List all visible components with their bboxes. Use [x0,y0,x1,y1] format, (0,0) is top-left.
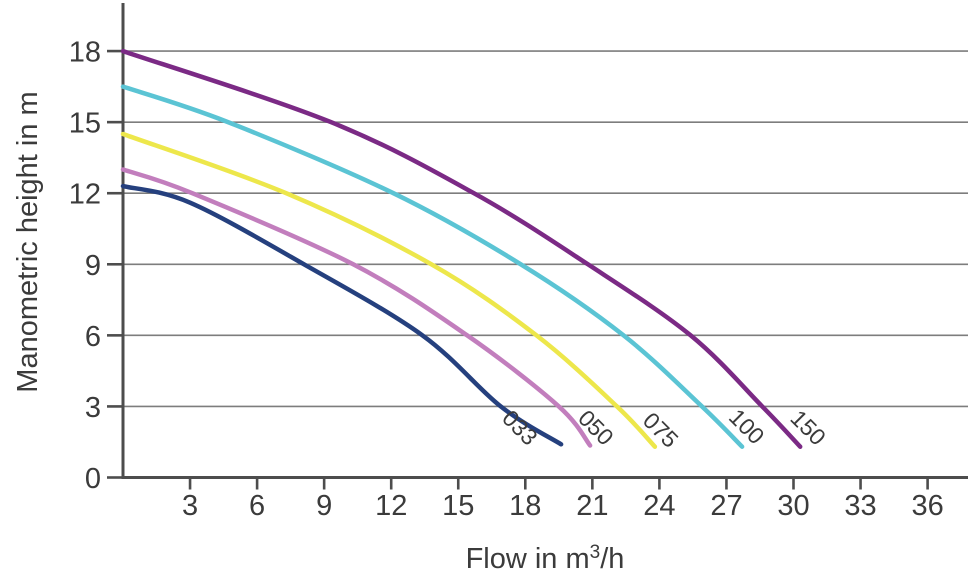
x-axis-title: Flow in m3/h [466,542,625,575]
curve-label-075: 075 [638,407,684,453]
x-tick-label: 24 [643,490,675,522]
x-tick-label: 18 [509,490,541,522]
x-tick-label: 12 [375,490,407,522]
y-tick-label: 18 [69,37,101,69]
curve-label-050: 050 [573,405,619,451]
y-tick-label: 12 [69,179,101,211]
x-tick-label: 21 [576,490,608,522]
curve-label-150: 150 [785,405,831,451]
x-tick-label: 6 [249,490,265,522]
curve-150 [120,48,803,449]
x-tick-label: 3 [182,490,198,522]
curve-label-100: 100 [724,404,770,450]
curve-050 [120,167,593,448]
y-tick-label: 6 [85,321,101,353]
y-tick-label: 3 [85,392,101,424]
x-tick-label: 36 [911,490,943,522]
curve-033 [120,183,564,447]
y-axis-title: Manometric height in m [12,91,44,392]
x-tick-label: 15 [442,490,474,522]
x-tick-label: 33 [844,490,876,522]
y-tick-label: 15 [69,108,101,140]
y-tick-label: 9 [85,250,101,282]
x-tick-label: 9 [316,490,332,522]
curve-100 [120,84,745,449]
y-tick-label: 0 [85,463,101,495]
x-tick-label: 27 [710,490,742,522]
curve-075 [120,131,658,449]
x-tick-label: 30 [777,490,809,522]
